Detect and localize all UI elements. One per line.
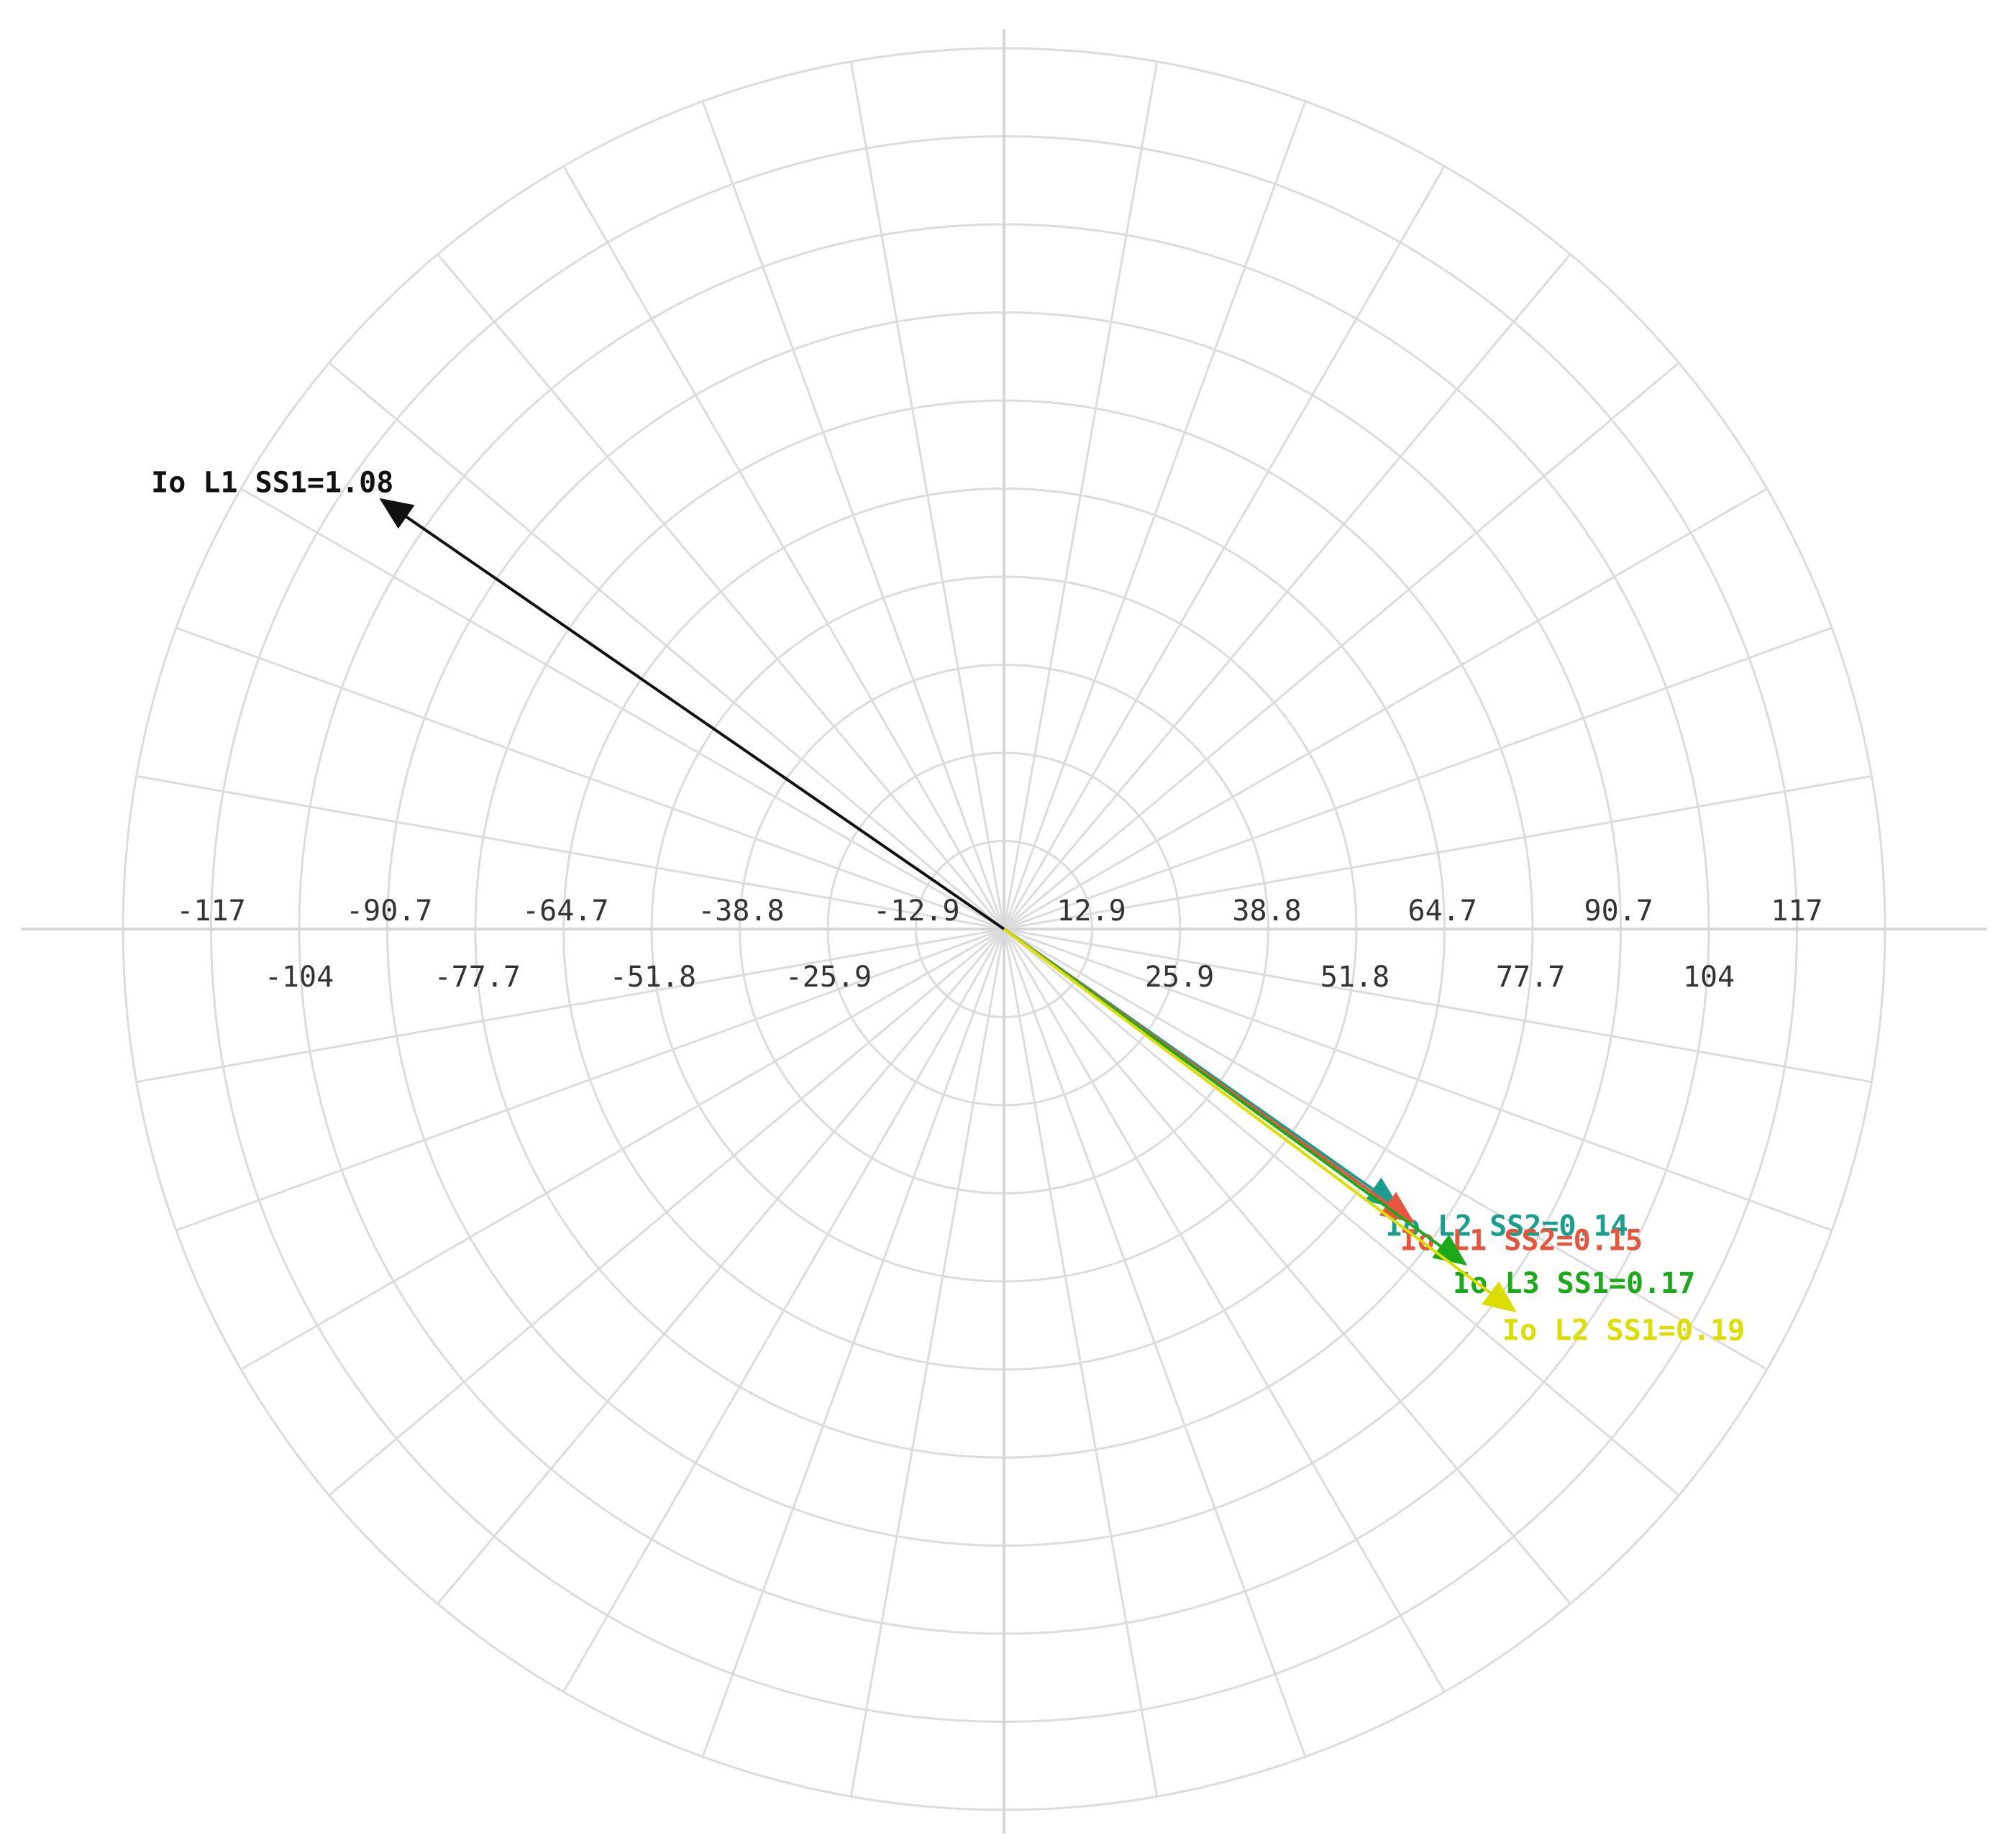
grid-spoke-31 xyxy=(1003,928,1571,1605)
grid-spoke-23 xyxy=(437,928,1005,1605)
grid-spoke-24 xyxy=(562,928,1005,1693)
lower-tick-label: 51.8 xyxy=(1320,961,1389,994)
grid-spoke-30 xyxy=(1003,928,1446,1693)
upper-tick-label: 12.9 xyxy=(1057,895,1126,928)
grid-spoke-29 xyxy=(1003,928,1307,1757)
grid-spoke-3 xyxy=(1003,488,1768,930)
phasor-label: Io L2 SS1=0.19 xyxy=(1502,1314,1745,1347)
upper-tick-label: 117 xyxy=(1771,895,1822,928)
lower-tick-label: -104 xyxy=(265,961,334,994)
grid-spoke-20 xyxy=(175,928,1005,1232)
grid-spoke-2 xyxy=(1003,626,1833,930)
upper-tick-label: -90.7 xyxy=(346,895,432,928)
upper-tick-label: -117 xyxy=(176,895,245,928)
grid-spoke-33 xyxy=(1003,928,1768,1371)
phasor-line xyxy=(1003,928,1492,1294)
grid-spoke-8 xyxy=(1003,61,1159,930)
lower-tick-label: 77.7 xyxy=(1496,961,1565,994)
grid-spoke-13 xyxy=(437,253,1005,930)
grid-spoke-5 xyxy=(1003,253,1571,930)
grid-spoke-4 xyxy=(1003,362,1680,930)
lower-tick-label: -51.8 xyxy=(610,961,696,994)
grid-spoke-1 xyxy=(1003,774,1872,930)
grid-spoke-10 xyxy=(849,61,1005,930)
grid-spoke-17 xyxy=(136,774,1005,930)
grid-spoke-19 xyxy=(136,928,1005,1084)
phasor-line xyxy=(405,516,1005,930)
grid-spoke-25 xyxy=(701,928,1005,1757)
phasor-arrowhead xyxy=(1432,1234,1468,1266)
phasor-label: Io L1 SS1=1.08 xyxy=(151,467,393,500)
phasor-4: Io L2 SS1=0.19 xyxy=(1003,928,1745,1347)
grid-spoke-21 xyxy=(240,928,1005,1371)
phasor-arrowhead xyxy=(379,498,415,529)
grid-spoke-12 xyxy=(562,165,1005,930)
upper-tick-label: -12.9 xyxy=(873,895,959,928)
tick-labels: -117 -90.7 -64.7 -38.8 -12.9 12.9 38.8 64.7 90.7… xyxy=(176,895,1822,994)
phasor-arrowhead xyxy=(1482,1281,1517,1313)
upper-tick-label: 64.7 xyxy=(1408,895,1477,928)
grid-spoke-35 xyxy=(1003,928,1872,1084)
grid-spoke-6 xyxy=(1003,165,1446,930)
upper-tick-label: 38.8 xyxy=(1232,895,1301,928)
lower-tick-label: -25.9 xyxy=(785,961,872,994)
grid-spoke-14 xyxy=(328,362,1005,930)
lower-tick-label: 104 xyxy=(1683,961,1735,994)
axes xyxy=(22,29,1986,1834)
lower-tick-label: 25.9 xyxy=(1145,961,1214,994)
lower-tick-label: -77.7 xyxy=(434,961,521,994)
grid-spoke-16 xyxy=(175,626,1005,930)
upper-tick-label: 90.7 xyxy=(1584,895,1653,928)
grid-spoke-28 xyxy=(1003,928,1159,1797)
grid-spoke-26 xyxy=(849,928,1005,1797)
grid-spoke-15 xyxy=(240,488,1005,930)
upper-tick-label: -64.7 xyxy=(522,895,608,928)
grid-spoke-32 xyxy=(1003,928,1680,1496)
upper-tick-label: -38.8 xyxy=(698,895,784,928)
grid-spoke-7 xyxy=(1003,101,1307,930)
grid-spoke-11 xyxy=(701,101,1005,930)
phasor-0: Io L1 SS1=1.08 xyxy=(151,467,1005,930)
grid-spoke-34 xyxy=(1003,928,1833,1232)
grid-spoke-22 xyxy=(328,928,1005,1496)
phasor-2: Io L1 SS2=0.15 xyxy=(1003,928,1643,1258)
